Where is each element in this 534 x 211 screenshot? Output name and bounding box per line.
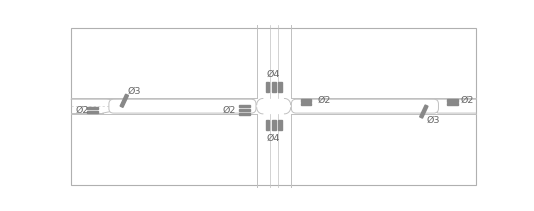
- Text: Ø4: Ø4: [266, 69, 280, 78]
- Text: Ø2: Ø2: [222, 106, 235, 115]
- Bar: [239, 105, 250, 107]
- Text: Ø2: Ø2: [75, 106, 89, 115]
- Bar: [265, 82, 270, 92]
- Bar: [239, 109, 250, 111]
- Bar: [420, 105, 428, 118]
- Text: Ø2: Ø2: [461, 96, 474, 104]
- Bar: [88, 111, 98, 113]
- Bar: [272, 82, 276, 92]
- Bar: [120, 94, 129, 107]
- Bar: [272, 120, 276, 130]
- Bar: [278, 120, 282, 130]
- Bar: [239, 113, 250, 115]
- Bar: [265, 120, 270, 130]
- Text: Ø4: Ø4: [266, 134, 280, 143]
- Text: Ø2: Ø2: [318, 96, 331, 104]
- Bar: [447, 99, 458, 101]
- Bar: [301, 99, 311, 101]
- Bar: [278, 82, 282, 92]
- Bar: [301, 103, 311, 106]
- Bar: [88, 107, 98, 109]
- FancyBboxPatch shape: [109, 99, 256, 113]
- Text: Ø3: Ø3: [128, 87, 141, 96]
- Bar: [447, 103, 458, 106]
- Text: Ø3: Ø3: [426, 116, 440, 124]
- FancyBboxPatch shape: [292, 99, 438, 113]
